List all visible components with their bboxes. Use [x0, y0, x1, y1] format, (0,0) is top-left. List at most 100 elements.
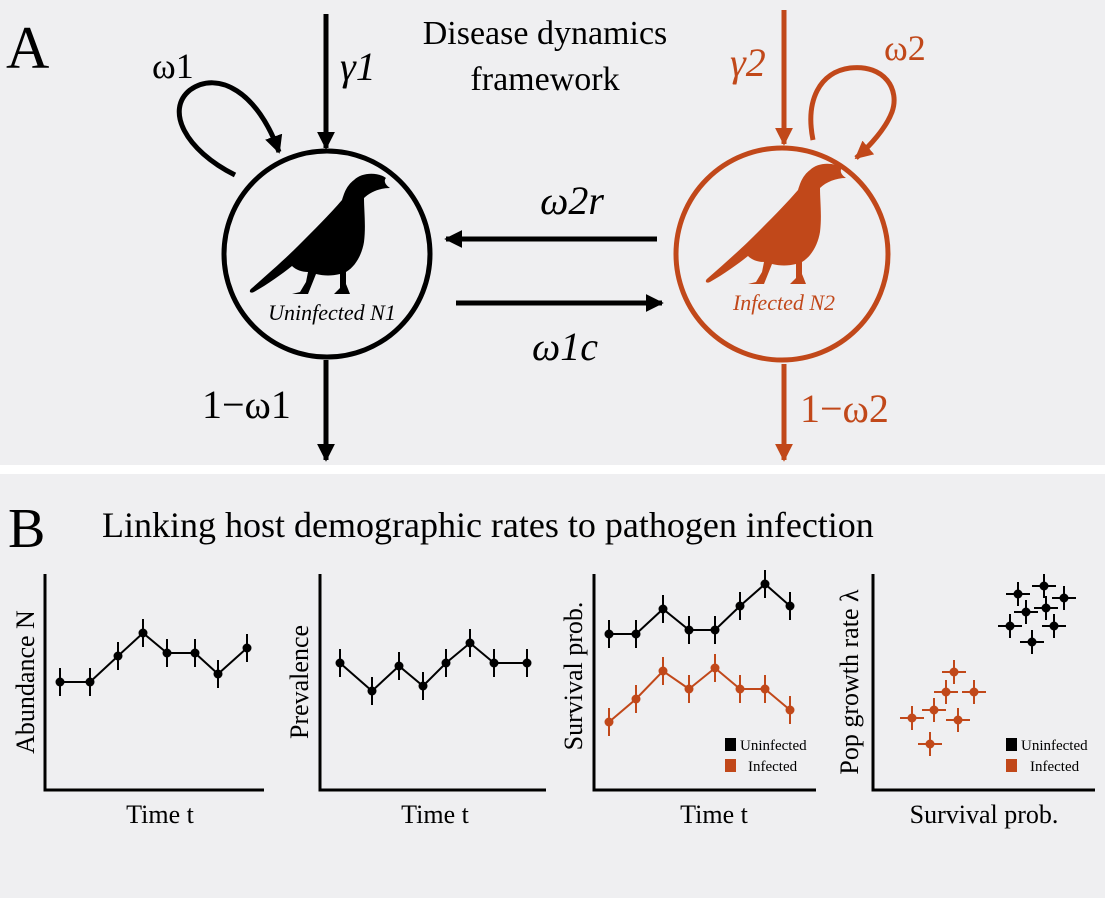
omega1c-label: ω1c	[532, 324, 598, 369]
plot3-uninfected-point	[760, 579, 770, 589]
plot4-uninfected-point	[1059, 593, 1069, 603]
plot4-xlabel: Survival prob.	[910, 800, 1059, 829]
plot2-point	[465, 638, 475, 648]
plot4-axes	[871, 574, 1095, 792]
panel-b-title: Linking host demographic rates to pathog…	[102, 505, 874, 545]
uninfected-bird-icon	[249, 173, 390, 294]
omega2-label: ω2	[884, 28, 926, 68]
plot1-point	[113, 651, 123, 661]
plot1-point	[138, 628, 148, 638]
panel-a-letter: A	[6, 15, 49, 81]
plot4-infected-point	[925, 739, 935, 749]
plot4-infected-point	[953, 715, 963, 725]
plot1-ylabel: Abundance N	[11, 610, 40, 754]
plot2-line	[339, 641, 527, 693]
plot4-infected-point	[969, 687, 979, 697]
plot3-uninfected-point	[785, 601, 795, 611]
infected-label: Infected N2	[732, 290, 835, 315]
plot2-point	[489, 658, 499, 668]
plot1-point	[213, 669, 223, 679]
plot3-series	[604, 570, 795, 736]
plot1-xlabel: Time t	[126, 800, 194, 829]
omega2-loop-arrow	[808, 65, 897, 160]
panel-a: A Disease dynamics framework Uninfected …	[6, 10, 926, 462]
gamma2-label: γ2	[730, 40, 766, 85]
plot4-uninfected-point	[1041, 603, 1051, 613]
plot1-point	[242, 643, 252, 653]
plot4-infected-point	[907, 713, 917, 723]
plot3-uninfected-point	[604, 629, 614, 639]
plot4-uninfected-point	[1039, 581, 1049, 591]
plot3-infected-point	[658, 666, 668, 676]
plot4-uninfected-point	[1027, 637, 1037, 647]
plot3-uninfected-point	[631, 629, 641, 639]
plot4-legend-uninfected: Uninfected	[1021, 738, 1088, 754]
plot3-infected-point	[604, 717, 614, 727]
plot4-infected-point	[949, 667, 959, 677]
plot2-xlabel: Time t	[401, 800, 469, 829]
infected-bird-icon	[705, 163, 846, 284]
omega2r-label: ω2r	[540, 178, 604, 223]
plot1-line	[60, 631, 248, 683]
panel-a-title-line2: framework	[470, 61, 619, 98]
infected-node	[673, 145, 891, 363]
plot3-infected-point	[710, 663, 720, 673]
plot2-point	[441, 658, 451, 668]
plot3-infected-point	[631, 694, 641, 704]
plot4-uninfected-point	[1005, 621, 1015, 631]
plot3-axes	[592, 574, 816, 792]
plot3-legend-swatch-uninfected	[725, 738, 736, 751]
plot4-infected-point	[929, 705, 939, 715]
plot3-ylabel: Survival prob.	[559, 602, 588, 751]
plot3-infected-point	[735, 684, 745, 694]
surv1-label: 1−ω1	[202, 382, 291, 427]
plot1-point	[85, 677, 95, 687]
plot4-uninfected-point	[1049, 621, 1059, 631]
plot-growth-vs-survival: Pop growth rate λ Survival prob. Uninfec…	[835, 574, 1095, 829]
panel-a-title-line1: Disease dynamics	[423, 15, 668, 52]
plot1-point	[190, 648, 200, 658]
plot-abundance: Abundance N Time t	[11, 574, 264, 829]
plot4-infected-point	[941, 687, 951, 697]
plot3-uninfected-line	[609, 582, 791, 635]
plot1-point	[55, 677, 65, 687]
plot3-legend-infected: Infected	[748, 759, 798, 775]
plot4-legend-swatch-infected	[1006, 759, 1017, 772]
gamma1-label: γ1	[340, 44, 376, 89]
plot3-infected-point	[684, 684, 694, 694]
plot3-legend-uninfected: Uninfected	[740, 738, 807, 754]
plot2-axes	[318, 574, 546, 792]
uninfected-node	[221, 148, 433, 360]
plot4-uninfected-point	[1021, 607, 1031, 617]
panel-b-letter: B	[8, 498, 45, 560]
plot4-series	[900, 574, 1076, 756]
plot-prevalence: Prevalence Time t	[285, 574, 546, 829]
plot1-series	[55, 619, 252, 696]
plot2-point	[418, 681, 428, 691]
plot2-point	[394, 661, 404, 671]
plot3-legend-swatch-infected	[725, 759, 736, 772]
plot-survival: Survival prob. Time t Uninfected Infecte…	[559, 570, 816, 829]
panel-divider	[0, 465, 1105, 474]
plot3-infected-point	[785, 705, 795, 715]
plot4-legend-swatch-uninfected	[1006, 738, 1017, 751]
plot3-uninfected-point	[658, 604, 668, 614]
plot1-point	[162, 648, 172, 658]
plot2-point	[367, 686, 377, 696]
uninfected-label: Uninfected N1	[268, 300, 396, 325]
plot3-uninfected-point	[684, 625, 694, 635]
panel-b: B Linking host demographic rates to path…	[8, 498, 1095, 829]
plot4-legend-infected: Infected	[1030, 759, 1080, 775]
plot2-series	[335, 629, 532, 705]
omega1-loop-arrow	[176, 80, 283, 178]
plot3-xlabel: Time t	[680, 800, 748, 829]
plot1-axes	[43, 574, 264, 792]
omega1-label: ω1	[152, 46, 194, 86]
plot3-infected-point	[760, 684, 770, 694]
surv2-label: 1−ω2	[800, 386, 889, 431]
plot3-uninfected-point	[735, 601, 745, 611]
plot4-uninfected-point	[1013, 589, 1023, 599]
plot2-ylabel: Prevalence	[285, 625, 314, 739]
plot3-uninfected-point	[710, 625, 720, 635]
